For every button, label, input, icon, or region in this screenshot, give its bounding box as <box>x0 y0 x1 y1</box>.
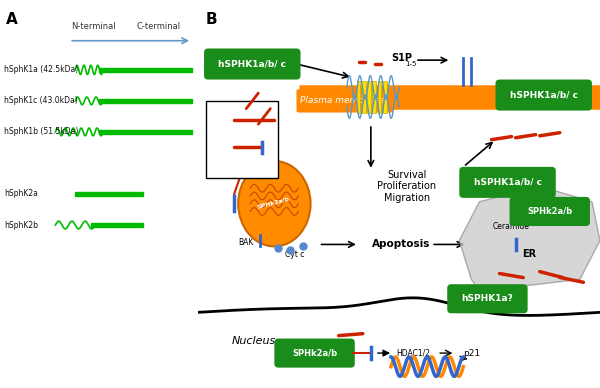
Bar <box>91 223 143 227</box>
FancyBboxPatch shape <box>274 338 355 368</box>
Text: Apoptosis: Apoptosis <box>372 239 430 249</box>
Text: ER: ER <box>523 249 537 259</box>
Text: hSPHK1a/b/ c: hSPHK1a/b/ c <box>473 178 542 187</box>
Text: hSPHK1a/b/ c: hSPHK1a/b/ c <box>510 90 578 100</box>
FancyBboxPatch shape <box>447 284 527 314</box>
Bar <box>383 81 386 113</box>
Text: A: A <box>6 12 17 27</box>
Text: Nucleus: Nucleus <box>232 336 277 346</box>
FancyBboxPatch shape <box>460 167 556 198</box>
Text: HDAC1/2: HDAC1/2 <box>396 348 430 358</box>
Bar <box>377 81 382 113</box>
Text: hSphK2b: hSphK2b <box>4 220 38 230</box>
FancyBboxPatch shape <box>509 197 590 226</box>
Bar <box>206 101 278 178</box>
Text: 1-5: 1-5 <box>405 61 416 67</box>
Text: hSphK1b (51.5kDa): hSphK1b (51.5kDa) <box>4 127 79 137</box>
Text: B: B <box>206 12 218 27</box>
Text: Plasma membrane: Plasma membrane <box>301 96 385 106</box>
Text: S1P: S1P <box>391 53 412 63</box>
FancyBboxPatch shape <box>296 89 393 113</box>
Text: hSPHK1a?: hSPHK1a? <box>461 294 514 303</box>
Bar <box>75 192 143 196</box>
Bar <box>99 99 192 103</box>
Text: SPHk2a/b: SPHk2a/b <box>257 196 290 209</box>
Text: hSPHK1a/b/ c: hSPHK1a/b/ c <box>218 59 286 69</box>
Bar <box>373 81 376 113</box>
Bar <box>357 81 361 113</box>
Text: Ceramide: Ceramide <box>493 222 530 232</box>
Text: C-terminal: C-terminal <box>136 22 181 31</box>
Ellipse shape <box>238 161 311 246</box>
Text: p21: p21 <box>463 348 481 358</box>
Text: hSphK1a (42.5kDa): hSphK1a (42.5kDa) <box>4 65 78 74</box>
Bar <box>99 130 192 134</box>
Text: hSphK2a: hSphK2a <box>4 189 38 199</box>
Text: Cyt c: Cyt c <box>285 249 304 259</box>
Text: N-terminal: N-terminal <box>71 22 115 31</box>
Bar <box>367 81 371 113</box>
Text: sph: sph <box>214 116 229 125</box>
FancyBboxPatch shape <box>496 80 592 111</box>
Bar <box>362 81 365 113</box>
Text: SPHk2a/b: SPHk2a/b <box>527 207 572 216</box>
Bar <box>99 68 192 72</box>
FancyBboxPatch shape <box>204 48 301 80</box>
Text: Survival
Proliferation
Migration: Survival Proliferation Migration <box>377 170 437 203</box>
Text: S1P: S1P <box>214 143 230 152</box>
Polygon shape <box>460 186 600 291</box>
Text: BAK: BAK <box>238 238 254 247</box>
Text: hSphK1c (43.0kDa): hSphK1c (43.0kDa) <box>4 96 78 106</box>
Text: SPHk2a/b: SPHk2a/b <box>292 348 337 358</box>
